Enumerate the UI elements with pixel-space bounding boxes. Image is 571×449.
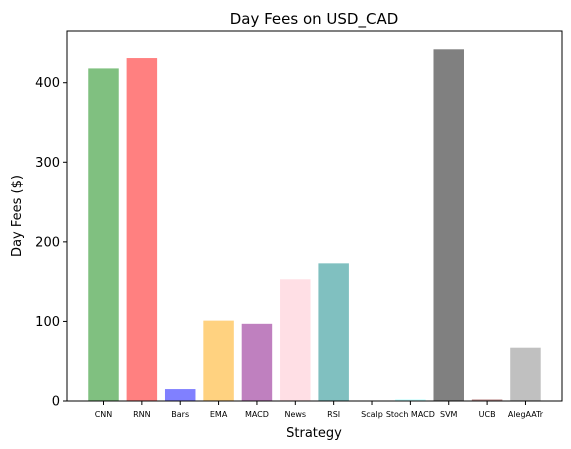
x-tick-label: SVM	[440, 410, 458, 419]
y-tick-label: 400	[35, 76, 60, 91]
bar-macd	[241, 323, 273, 401]
bar-ucb	[471, 399, 503, 401]
chart-title: Day Fees on USD_CAD	[230, 10, 399, 29]
bar-stoch-macd	[395, 399, 426, 401]
x-tick-label: Bars	[171, 410, 189, 419]
x-tick-label: News	[284, 410, 306, 419]
x-tick-label: MACD	[245, 410, 269, 419]
y-axis-label: Day Fees ($)	[10, 175, 25, 257]
y-tick-label: 300	[35, 156, 60, 171]
y-tick-label: 200	[35, 235, 60, 250]
x-tick-label: RNN	[133, 410, 151, 419]
bar-rnn	[126, 58, 158, 402]
plot-frame	[66, 30, 563, 402]
x-tick-label: Scalp	[361, 410, 383, 419]
bar-svm	[433, 49, 464, 402]
x-tick-label: AlegAATr	[508, 410, 544, 419]
x-tick-label: RSI	[327, 410, 340, 419]
y-tick-label: 0	[52, 395, 60, 410]
x-tick-label: EMA	[210, 410, 228, 419]
y-axis: 0 100 200 300 400	[35, 76, 67, 410]
x-tick-label: UCB	[479, 410, 496, 419]
x-tick-label: CNN	[95, 410, 113, 419]
x-axis: CNN RNN Bars EMA MACD News RSI Scalp Stoch MACD S…	[95, 401, 544, 419]
bars-layer	[88, 49, 541, 402]
bar-ema	[203, 320, 234, 401]
bar-rsi	[318, 263, 349, 401]
x-axis-label: Strategy	[286, 426, 342, 441]
x-tick-label: Stoch MACD	[386, 410, 435, 419]
bar-bars	[164, 389, 196, 401]
bar-alegaatr	[510, 347, 541, 401]
bar-news	[280, 279, 311, 401]
y-tick-label: 100	[35, 315, 60, 330]
bar-cnn	[88, 68, 119, 402]
